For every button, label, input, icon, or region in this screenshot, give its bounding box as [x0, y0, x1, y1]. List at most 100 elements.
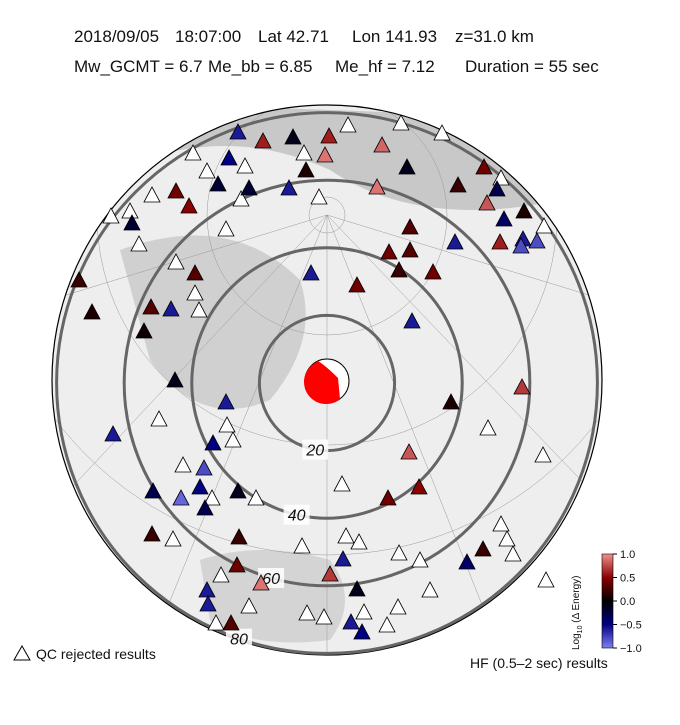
station	[196, 499, 214, 516]
date: 2018/09/05	[74, 27, 159, 46]
rejected-station	[217, 220, 235, 237]
station	[424, 263, 442, 280]
station	[449, 176, 467, 193]
rejected-station	[130, 235, 148, 252]
station	[380, 243, 398, 260]
station	[123, 214, 141, 231]
station	[515, 202, 533, 219]
station	[491, 233, 509, 250]
station	[204, 434, 222, 451]
map-border	[51, 104, 603, 656]
station	[442, 393, 460, 410]
rejected-station	[143, 186, 161, 203]
rejected-station	[537, 571, 555, 588]
station	[180, 197, 198, 214]
station	[488, 180, 506, 197]
rejected-station	[337, 527, 355, 544]
rejected-station	[236, 157, 254, 174]
colorbar	[601, 553, 614, 649]
distance-ring	[190, 246, 464, 520]
colorbar-label-sub: 10	[577, 625, 584, 633]
station	[142, 298, 160, 315]
station	[70, 271, 88, 288]
rejected-station	[293, 537, 311, 554]
station	[390, 261, 408, 278]
station	[195, 459, 213, 476]
mw-gcmt: Mw_GCMT = 6.7	[74, 57, 203, 76]
rejected-station	[240, 597, 258, 614]
colorbar-tick-label: 1.0	[620, 549, 635, 561]
station	[401, 218, 419, 235]
station	[220, 149, 238, 166]
station	[280, 179, 298, 196]
rejected-station	[198, 162, 216, 179]
legend-marker	[13, 644, 31, 661]
rejected-station	[392, 114, 410, 131]
rejected-station	[150, 410, 168, 427]
station	[229, 123, 247, 140]
station	[228, 556, 246, 573]
station	[162, 300, 180, 317]
station	[410, 478, 428, 495]
me-hf: Me_hf = 7.12	[335, 57, 435, 76]
rejected-station	[389, 598, 407, 615]
station	[229, 482, 247, 499]
station	[199, 595, 217, 612]
station	[191, 478, 209, 495]
station	[144, 482, 162, 499]
ring-label-bg	[302, 439, 329, 460]
station	[240, 179, 258, 196]
ring-label: 60	[262, 571, 280, 588]
station	[398, 158, 416, 175]
rejected-station	[479, 419, 497, 436]
time: 18:07:00	[175, 27, 241, 46]
station	[198, 581, 216, 598]
station	[222, 614, 240, 631]
station	[209, 175, 227, 192]
rejected-station	[492, 515, 510, 532]
legend-caption: HF (0.5–2 sec) results	[470, 655, 608, 671]
rejected-station	[390, 544, 408, 561]
station	[321, 565, 339, 582]
station	[475, 158, 493, 175]
rejected-station	[218, 416, 236, 433]
depth: z=31.0 km	[455, 27, 534, 46]
station	[104, 425, 122, 442]
ring-label: 20	[305, 443, 324, 460]
lat: Lat 42.71	[258, 27, 329, 46]
rejected-station	[102, 207, 120, 224]
rejected-station	[350, 533, 368, 550]
map-background	[52, 105, 602, 655]
station	[458, 553, 476, 570]
station	[446, 233, 464, 250]
rejected-station	[212, 566, 230, 583]
station	[284, 128, 302, 145]
station	[513, 378, 531, 395]
colorbar-tick-label: −0.5	[620, 620, 642, 632]
lon: Lon 141.93	[352, 27, 437, 46]
colorbar-tick-label: 0.5	[620, 573, 635, 585]
rejected-station	[190, 301, 208, 318]
rejected-station	[232, 190, 250, 207]
rejected-station	[247, 489, 265, 506]
station	[403, 312, 421, 329]
station	[217, 393, 235, 410]
distance-ring	[55, 111, 599, 655]
station	[186, 264, 204, 281]
station	[528, 232, 546, 249]
rejected-station	[203, 489, 221, 506]
colorbar-label: Log10 (Δ Energy)	[571, 575, 584, 650]
legend-rejected: QC rejected results	[36, 646, 156, 662]
station	[348, 276, 366, 293]
distance-ring	[122, 178, 532, 588]
station	[172, 489, 190, 506]
station	[143, 525, 161, 542]
rejected-station	[174, 456, 192, 473]
station	[316, 146, 334, 163]
station	[252, 574, 270, 591]
station	[348, 580, 366, 597]
me-bb: Me_bb = 6.85	[208, 57, 312, 76]
duration: Duration = 55 sec	[465, 57, 599, 76]
station	[400, 443, 418, 460]
